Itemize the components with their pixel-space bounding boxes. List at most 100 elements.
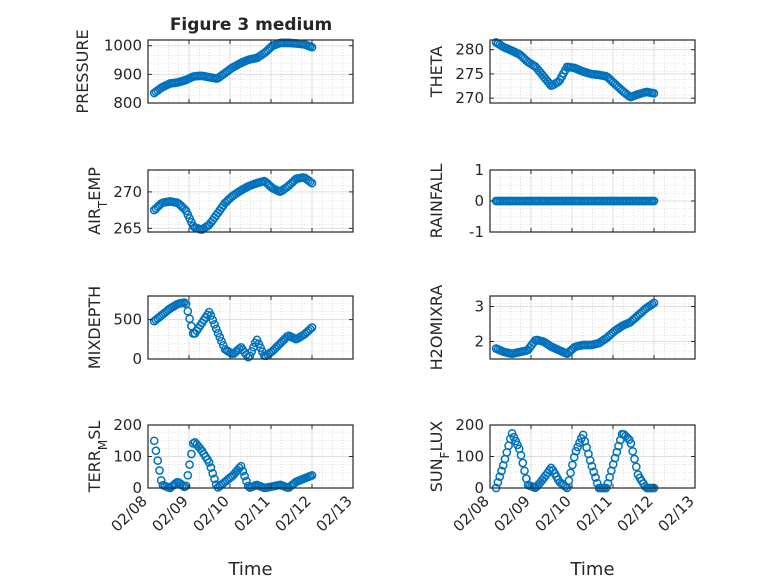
data-point	[185, 460, 194, 469]
x-tick-label: 02/12	[614, 492, 657, 535]
data-point	[215, 332, 225, 342]
data-point	[247, 347, 257, 356]
subplot-h2omixra: 2 3 H2OMIXRA	[427, 285, 696, 371]
subplot-sun-flux: 0 100 200SUNFLUX02/0802/0902/1002/1102/120…	[427, 416, 698, 580]
x-tick-label: 02/09	[491, 492, 534, 535]
x-tick-label: 02/11	[231, 492, 274, 535]
data-point	[206, 463, 216, 472]
y-tick-label: 265	[113, 219, 142, 237]
y-axis-label: THETA	[427, 46, 446, 98]
x-tick-label: 02/11	[573, 492, 616, 535]
x-tick-label: 02/10	[190, 492, 233, 535]
y-tick-label: 1	[474, 161, 484, 179]
data-point	[614, 441, 623, 451]
data-point	[493, 477, 503, 487]
y-tick-label: 3	[474, 298, 484, 316]
y-axis-label: MIXDEPTH	[85, 286, 104, 369]
data-point	[181, 481, 191, 491]
axes-box	[147, 39, 354, 104]
subplot-terr-msl: 0 100 200TERRMSL02/0802/0902/1002/1102/120…	[85, 416, 356, 580]
x-axis-label: Time	[569, 559, 614, 580]
data-point	[647, 299, 657, 309]
x-tick-label: 02/08	[108, 492, 151, 535]
data-point	[217, 336, 226, 346]
data-point	[206, 311, 216, 320]
data-point	[149, 436, 159, 446]
data-point	[631, 462, 641, 472]
data-point	[183, 306, 193, 316]
x-tick-label: 02/08	[450, 492, 493, 535]
x-tick-label: 02/12	[272, 492, 315, 535]
axes-box	[147, 295, 354, 360]
data-point	[204, 458, 214, 467]
y-axis-label: TERRMSL	[85, 421, 110, 494]
y-tick-label: 900	[113, 65, 142, 83]
data-point	[520, 466, 529, 476]
data-point	[178, 481, 187, 490]
subplot-pressure: 800 900 1000 PRESSURE	[73, 29, 354, 114]
y-axis-label: RAINFALL	[427, 164, 446, 239]
y-axis-label: PRESSURE	[73, 29, 92, 113]
data-point	[153, 456, 163, 465]
data-point	[305, 177, 315, 187]
y-tick-label: 0	[474, 192, 484, 210]
data-point	[630, 454, 639, 464]
y-tick-label: 270	[455, 89, 484, 107]
data-point	[210, 320, 219, 329]
data-point	[568, 460, 577, 470]
data-point	[612, 447, 622, 457]
data-point	[626, 439, 636, 448]
data-point	[649, 196, 659, 206]
y-axis-label: H2OMIXRA	[427, 285, 446, 371]
data-point	[155, 466, 164, 475]
subplot-mixdepth: 0 500 MIXDEPTH	[85, 286, 354, 369]
x-tick-label: 02/09	[149, 492, 192, 535]
y-tick-label: 200	[113, 416, 142, 434]
axes-box	[147, 169, 354, 233]
y-axis-label: SUNFLUX	[427, 421, 452, 493]
data-point	[240, 471, 249, 481]
data-point	[307, 323, 317, 332]
data-point	[185, 314, 194, 324]
data-point	[516, 450, 526, 460]
x-axis-label: Time	[227, 559, 272, 580]
data-point	[569, 452, 579, 462]
data-point	[585, 455, 595, 465]
data-point	[628, 446, 638, 456]
y-tick-label: 100	[113, 448, 142, 466]
data-point	[504, 441, 513, 451]
data-point	[610, 453, 620, 463]
data-point	[211, 324, 221, 334]
data-point	[305, 324, 315, 334]
y-tick-label: 2	[474, 333, 484, 351]
y-tick-label: 270	[113, 183, 142, 201]
data-point	[151, 446, 161, 456]
subplot-theta: 270 275 280 THETA	[427, 38, 696, 107]
data-point	[208, 468, 218, 478]
data-point	[591, 473, 600, 482]
x-tick-label: 02/13	[313, 492, 356, 535]
figure-title: Figure 3 medium	[170, 15, 332, 35]
data-point	[210, 474, 219, 484]
y-tick-label: 100	[455, 448, 484, 466]
data-point	[571, 446, 581, 456]
data-point	[307, 471, 317, 480]
data-point	[518, 458, 528, 468]
x-tick-label: 02/13	[655, 492, 698, 535]
data-point	[179, 298, 189, 307]
data-point	[236, 461, 246, 471]
data-point	[238, 466, 248, 476]
data-point	[187, 449, 196, 459]
y-tick-label: 0	[474, 479, 484, 497]
subplot-rainfall: -1 0 1 RAINFALL	[427, 161, 696, 241]
y-tick-label: 500	[113, 311, 142, 329]
data-point	[497, 466, 506, 476]
data-point	[242, 476, 251, 486]
y-tick-label: 280	[455, 41, 484, 59]
data-point	[564, 476, 574, 485]
data-point	[208, 315, 218, 325]
data-point	[589, 467, 599, 477]
